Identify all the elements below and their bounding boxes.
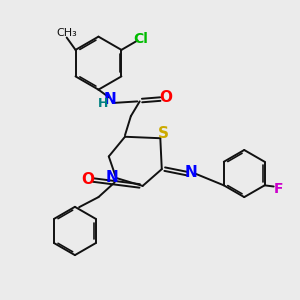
Text: O: O [82, 172, 95, 187]
Text: Cl: Cl [133, 32, 148, 46]
Text: CH₃: CH₃ [56, 28, 77, 38]
Text: N: N [105, 169, 118, 184]
Text: O: O [159, 90, 172, 105]
Text: N: N [185, 166, 198, 181]
Text: S: S [158, 126, 169, 141]
Text: F: F [274, 182, 283, 196]
Text: H: H [98, 97, 108, 110]
Text: N: N [103, 92, 116, 107]
